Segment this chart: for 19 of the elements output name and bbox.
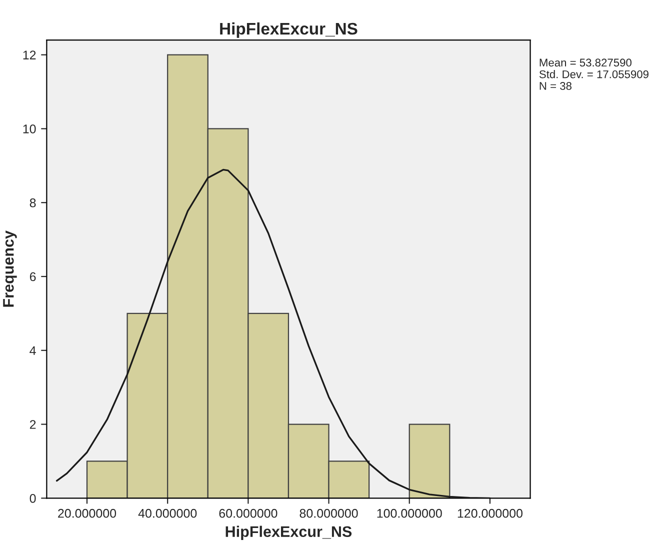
chart-title: HipFlexExcur_NS	[220, 22, 358, 38]
text: N = 38	[540, 82, 572, 90]
text: Mean = 53.827590	[540, 58, 632, 67]
y-tick-label: 0	[30, 494, 36, 503]
x-tick-label: 40.000000	[138, 508, 197, 518]
y-tick-label: 8	[30, 198, 36, 208]
y-tick-label: 4	[30, 346, 36, 355]
x-tick-label: 80.000000	[300, 508, 358, 518]
y-tick-label: 10	[23, 124, 36, 134]
y-tick-label: 12	[23, 50, 36, 60]
x-tick-label: 100.000000	[377, 508, 442, 518]
y-tick-label: 6	[30, 272, 36, 282]
x-tick-label: 60.000000	[219, 508, 278, 518]
x-axis-title: HipFlexExcur_NS	[226, 526, 352, 540]
x-tick-label: 20.000000	[58, 508, 116, 518]
x-tick-label: 120.000000	[458, 508, 522, 518]
text: Std. Dev. = 17.055909	[539, 70, 648, 78]
y-tick-label: 2	[30, 420, 36, 429]
y-axis-title: Frequency	[3, 230, 17, 307]
